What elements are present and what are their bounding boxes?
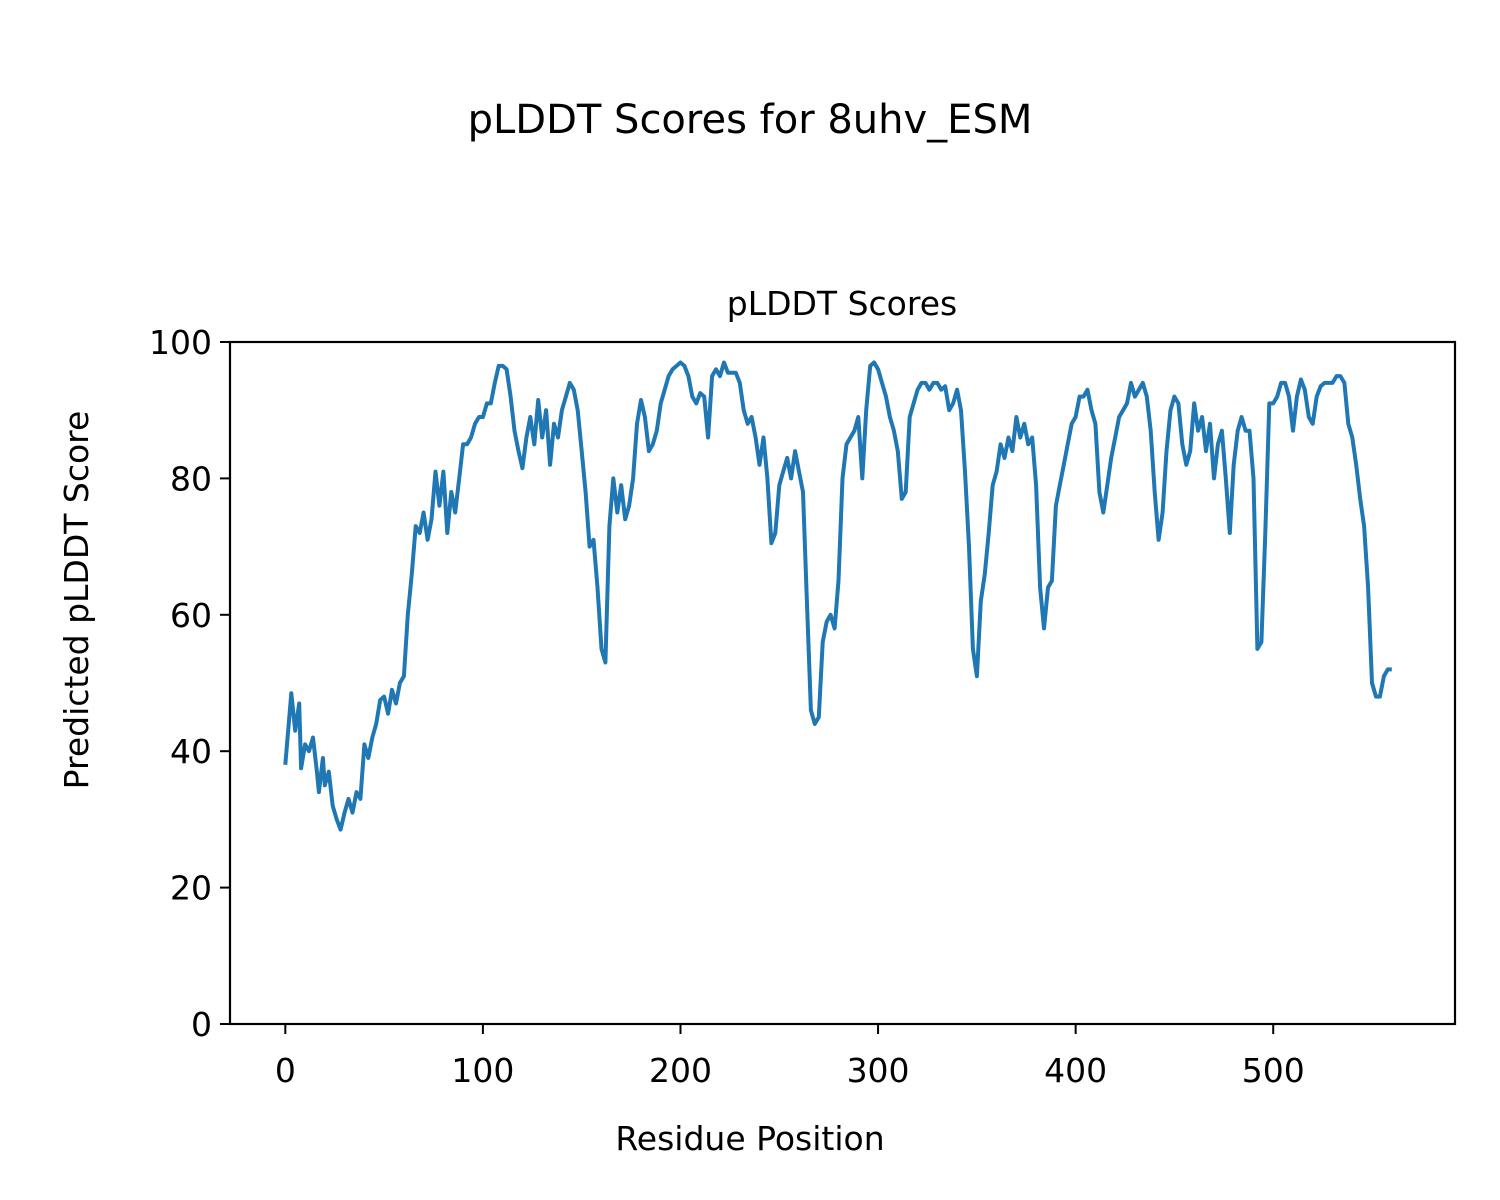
y-axis-ticks: 0 20 40 60 80 100 (149, 323, 230, 1044)
y-tick-label: 20 (170, 869, 212, 908)
axes-frame (228, 340, 1457, 1026)
figure-title: pLDDT Scores for 8uhv_ESM (468, 97, 1033, 143)
y-tick-label: 0 (191, 1005, 212, 1044)
x-axis-ticks: 0 100 200 300 400 500 (275, 1024, 1305, 1090)
y-tick-label: 100 (149, 323, 212, 362)
axes-title: pLDDT Scores (727, 284, 957, 323)
x-tick-label: 200 (649, 1051, 712, 1090)
series-line-0 (283, 360, 1392, 832)
x-axis-label: Residue Position (615, 1119, 884, 1158)
x-tick-label: 300 (847, 1051, 910, 1090)
y-tick-label: 60 (170, 596, 212, 635)
x-tick-label: 0 (275, 1051, 296, 1090)
y-tick-label: 40 (170, 732, 212, 771)
x-tick-label: 500 (1242, 1051, 1305, 1090)
y-tick-label: 80 (170, 459, 212, 498)
x-tick-label: 100 (451, 1051, 514, 1090)
y-axis-label: Predicted pLDDT Score (57, 411, 96, 790)
plot-area (283, 360, 1392, 832)
x-tick-label: 400 (1044, 1051, 1107, 1090)
